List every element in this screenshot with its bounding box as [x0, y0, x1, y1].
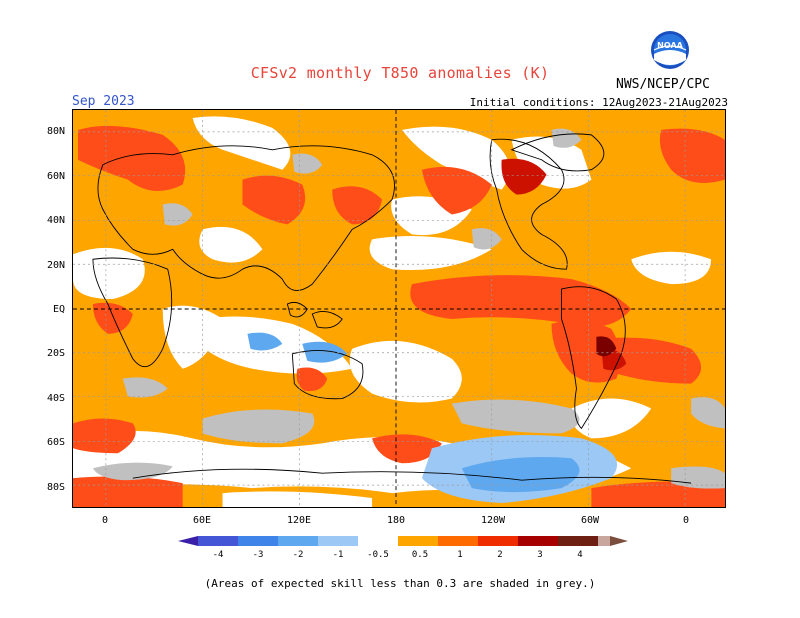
lon-label-60e: 60E — [192, 515, 212, 526]
colorbar-swatch — [238, 536, 278, 546]
colorbar-tick: 3 — [537, 550, 542, 560]
colorbar-tick: -3 — [253, 550, 264, 560]
lat-label-40s: 40S — [46, 393, 65, 404]
cool-regions — [247, 332, 618, 504]
colorbar-right-arrow — [610, 536, 628, 546]
noaa-logo: NOAA — [651, 31, 689, 69]
colorbar-tick: 1 — [457, 550, 462, 560]
warm-1-2-regions — [73, 125, 725, 507]
lat-label-80n: 80N — [46, 126, 65, 137]
colorbar-tick: -1 — [333, 550, 344, 560]
initial-conditions: Initial conditions: 12Aug2023-21Aug2023 — [469, 96, 728, 109]
anomaly-map — [72, 109, 726, 508]
lat-label-80s: 80S — [46, 482, 65, 493]
warm-3-4-region — [596, 336, 617, 357]
footnote: (Areas of expected skill less than 0.3 a… — [204, 577, 596, 590]
lat-label-40n: 40N — [46, 215, 65, 226]
colorbar: -4 -3 -2 -1 -0.5 0.5 1 2 3 4 — [178, 536, 628, 560]
colorbar-swatch — [278, 536, 318, 546]
lat-label-20s: 20S — [46, 348, 65, 359]
colorbar-tick: 4 — [577, 550, 582, 560]
lon-label-0-west: 0 — [101, 515, 109, 526]
lon-label-180: 180 — [386, 515, 406, 526]
logo-text: NOAA — [657, 41, 683, 50]
lat-label-20n: 20N — [46, 260, 65, 271]
colorbar-swatch — [198, 536, 238, 546]
colorbar-swatch — [598, 536, 610, 546]
coastlines — [92, 133, 692, 484]
lon-label-0-east: 0 — [682, 515, 690, 526]
colorbar-swatch — [478, 536, 518, 546]
colorbar-left-arrow — [178, 536, 198, 546]
colorbar-swatch — [318, 536, 358, 546]
lon-label-120w: 120W — [480, 515, 506, 526]
colorbar-swatch — [518, 536, 558, 546]
neutral-regions — [73, 116, 712, 507]
graticule — [73, 110, 725, 507]
forecast-month: Sep 2023 — [72, 94, 135, 109]
lon-label-60w: 60W — [580, 515, 600, 526]
colorbar-tick: -0.5 — [367, 550, 389, 560]
colorbar-tick: 2 — [497, 550, 502, 560]
colorbar-tick: 0.5 — [412, 550, 428, 560]
agency-label: NWS/NCEP/CPC — [616, 77, 710, 92]
lat-label-60n: 60N — [46, 171, 65, 182]
lon-label-120e: 120E — [286, 515, 312, 526]
map-title: CFSv2 monthly T850 anomalies (K) — [250, 64, 550, 82]
colorbar-tick: -4 — [213, 550, 224, 560]
colorbar-swatch — [358, 536, 398, 546]
low-skill-regions — [92, 128, 725, 489]
lat-label-eq: EQ — [52, 304, 65, 315]
colorbar-swatch — [558, 536, 598, 546]
lat-label-60s: 60S — [46, 437, 65, 448]
colorbar-tick: -2 — [293, 550, 304, 560]
colorbar-swatch — [438, 536, 478, 546]
colorbar-swatch — [398, 536, 438, 546]
